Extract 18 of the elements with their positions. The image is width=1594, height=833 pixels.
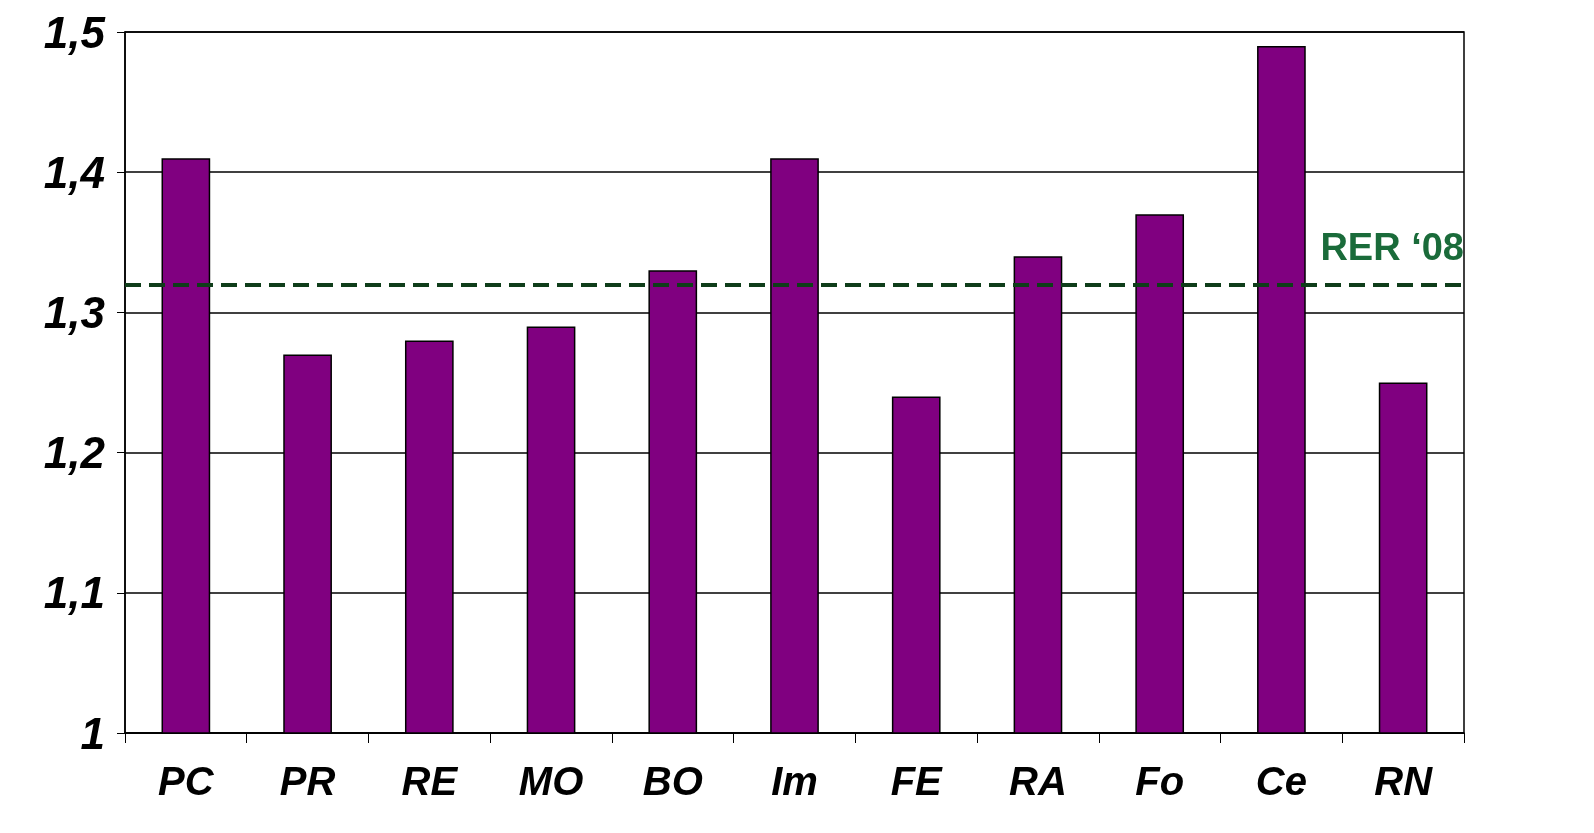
x-tick-label: RA — [1009, 759, 1067, 803]
y-tick-label: 1,1 — [43, 568, 105, 618]
ref-line-label: RER ‘08 — [1320, 226, 1464, 269]
x-tick-label: BO — [642, 759, 703, 803]
x-tick-label: PC — [158, 759, 215, 803]
x-tick-label: MO — [518, 759, 584, 803]
x-tick-label: Im — [771, 759, 818, 803]
x-tick-label: FE — [890, 759, 944, 803]
x-tick-label: Fo — [1135, 759, 1185, 803]
y-tick-label: 1 — [80, 708, 105, 758]
y-tick-label: 1,3 — [43, 287, 105, 337]
x-tick-label: Ce — [1255, 759, 1307, 803]
y-tick-label: 1,5 — [43, 7, 106, 57]
x-tick-label: RE — [401, 759, 459, 803]
y-tick-label: 1,4 — [43, 147, 105, 197]
x-tick-label: RN — [1374, 759, 1434, 803]
y-tick-label: 1,2 — [43, 428, 106, 478]
x-tick-label: PR — [279, 759, 336, 803]
